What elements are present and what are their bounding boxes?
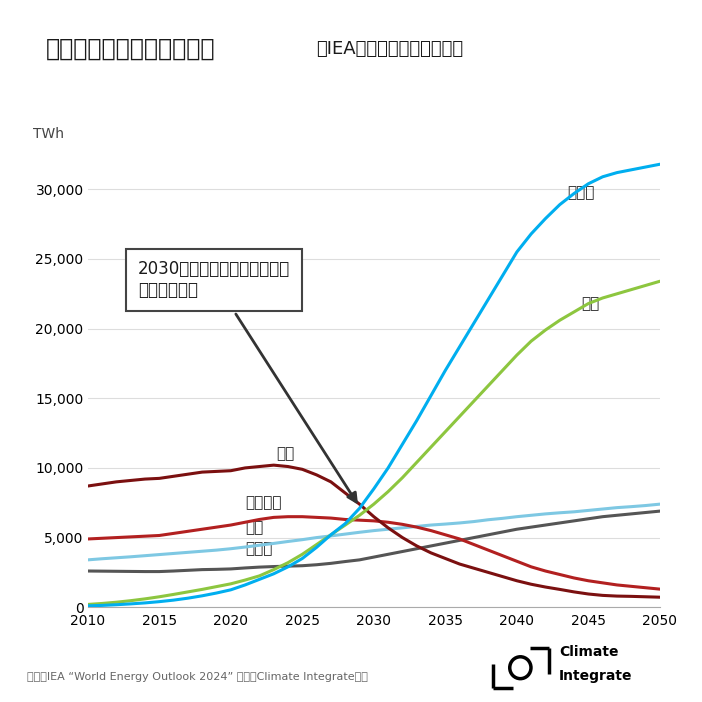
Text: （IEAネットゼロシナリオ）: （IEAネットゼロシナリオ） [316, 40, 463, 58]
Text: 天然ガス: 天然ガス [245, 495, 282, 510]
Text: 世界の電源別の発電電力量: 世界の電源別の発電電力量 [46, 37, 215, 61]
Text: 石炭: 石炭 [277, 446, 295, 461]
Text: Integrate: Integrate [559, 669, 633, 682]
Text: 水力: 水力 [245, 519, 263, 535]
Text: TWh: TWh [34, 127, 65, 141]
Text: 出典：IEA “World Energy Outlook 2024” を基にClimate Integrate作成: 出典：IEA “World Energy Outlook 2024” を基にCl… [27, 673, 368, 682]
Text: 太陽光: 太陽光 [567, 185, 595, 201]
Text: Climate: Climate [559, 645, 618, 658]
Text: 風力: 風力 [581, 296, 600, 311]
Text: 原子力: 原子力 [245, 541, 272, 557]
Text: 2030年までに太陽光と風力が
石炭を上回る: 2030年までに太陽光と風力が 石炭を上回る [138, 260, 357, 502]
